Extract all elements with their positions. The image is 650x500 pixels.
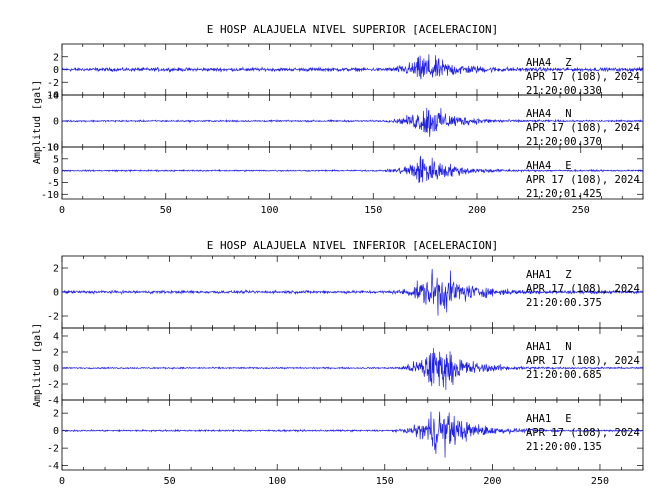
- y-tick-label: -10: [41, 143, 59, 154]
- x-tick-label: 250: [591, 476, 609, 487]
- waveform-trace: [61, 348, 644, 391]
- x-tick-label: 0: [59, 205, 65, 216]
- y-tick-label: -4: [47, 396, 59, 407]
- x-tick-label: 200: [468, 205, 486, 216]
- y-tick-label: -2: [47, 444, 59, 455]
- chart-title: E HOSP ALAJUELA NIVEL SUPERIOR [ACELERAC…: [207, 23, 498, 36]
- x-tick-label: 0: [59, 476, 65, 487]
- station-code: AHA4: [526, 160, 551, 172]
- x-tick-label: 50: [164, 476, 176, 487]
- component-code: Z: [565, 57, 571, 69]
- x-tick-label: 150: [376, 476, 394, 487]
- station-component-label: AHA1 E: [526, 413, 572, 425]
- station-component-label: AHA4 Z: [526, 57, 572, 69]
- trace-panel-aha1-n: 4 2 0 -2 -4 AHA1 N APR 17 (108), 2024 21:20:00.6…: [47, 327, 644, 407]
- station-code: AHA4: [526, 108, 551, 120]
- y-tick-label: -2: [47, 78, 59, 89]
- y-tick-label: 0: [53, 117, 59, 128]
- y-tick-label: -2: [47, 380, 59, 391]
- station-code: AHA1: [526, 413, 551, 425]
- x-tick-label: 150: [364, 205, 382, 216]
- station-component-label: AHA4 E: [526, 160, 572, 172]
- station-code: AHA1: [526, 269, 551, 281]
- station-code: AHA1: [526, 341, 551, 353]
- record-date: APR 17 (108), 2024: [526, 122, 640, 134]
- y-tick-label: -2: [47, 312, 59, 323]
- record-time: 21:20:00.330: [526, 85, 602, 97]
- record-date: APR 17 (108), 2024: [526, 174, 640, 186]
- x-tick-label: 100: [260, 205, 278, 216]
- x-tick-label: 250: [572, 205, 590, 216]
- chart-title: E HOSP ALAJUELA NIVEL INFERIOR [ACELERAC…: [207, 239, 498, 252]
- y-axis-label: Amplitud [gal]: [32, 323, 43, 407]
- station-component-label: AHA4 N: [526, 108, 572, 120]
- trace-panel-aha4-z: 2 0 -2 -4 AHA4 Z APR 17 (108), 2024 21:20:00.33…: [47, 43, 644, 102]
- y-tick-label: 0: [53, 166, 59, 177]
- record-time: 21:20:00.135: [526, 441, 602, 453]
- y-tick-label: 0: [53, 364, 59, 375]
- y-tick-label: 4: [53, 332, 59, 343]
- record-time: 21:20:01.425: [526, 188, 602, 200]
- chart-inferior: E HOSP ALAJUELA NIVEL INFERIOR [ACELERAC…: [32, 239, 644, 487]
- y-tick-label: -5: [47, 178, 59, 189]
- y-tick-label: 5: [53, 154, 59, 165]
- trace-panel-aha1-z: 2 0 -2 AHA1 Z APR 17 (108), 2024 21:20:00.375: [47, 255, 644, 329]
- station-code: AHA4: [526, 57, 551, 69]
- waveform-trace: [61, 54, 644, 80]
- trace-panel-aha4-n: 10 0 -10 AHA4 N APR 17 (108), 2024 21:20:00.37…: [41, 91, 644, 154]
- y-tick-label: 2: [53, 264, 59, 275]
- y-tick-label: -4: [47, 91, 59, 102]
- x-tick-label: 100: [268, 476, 286, 487]
- component-code: N: [565, 341, 571, 353]
- component-code: E: [565, 413, 571, 425]
- record-date: APR 17 (108), 2024: [526, 427, 640, 439]
- component-code: E: [565, 160, 571, 172]
- y-tick-label: 2: [53, 409, 59, 420]
- y-tick-label: -10: [41, 190, 59, 201]
- waveform-trace: [61, 155, 643, 184]
- component-code: Z: [565, 269, 571, 281]
- record-time: 21:20:00.370: [526, 136, 602, 148]
- waveform-trace: [61, 411, 644, 458]
- y-tick-label: 2: [53, 52, 59, 63]
- y-tick-label: 2: [53, 348, 59, 359]
- y-tick-label: 0: [53, 426, 59, 437]
- waveform-trace: [61, 107, 644, 137]
- chart-superior: E HOSP ALAJUELA NIVEL SUPERIOR [ACELERAC…: [32, 23, 644, 216]
- station-component-label: AHA1 Z: [526, 269, 572, 281]
- record-time: 21:20:00.375: [526, 297, 602, 309]
- x-tick-label: 50: [160, 205, 172, 216]
- record-date: APR 17 (108), 2024: [526, 71, 640, 83]
- y-tick-label: -4: [47, 461, 59, 472]
- y-tick-label: 10: [47, 91, 59, 102]
- x-tick-label: 200: [483, 476, 501, 487]
- record-date: APR 17 (108), 2024: [526, 283, 640, 295]
- y-tick-label: 0: [53, 288, 59, 299]
- y-axis-label: Amplitud [gal]: [32, 80, 43, 164]
- trace-panel-aha1-e: 2 0 -2 -4 AHA1 E APR 17 (108), 2024 21:20:00.13…: [47, 399, 644, 472]
- station-component-label: AHA1 N: [526, 341, 572, 353]
- panel-frame: [61, 399, 644, 471]
- record-date: APR 17 (108), 2024: [526, 355, 640, 367]
- y-tick-label: 0: [53, 65, 59, 76]
- component-code: N: [565, 108, 571, 120]
- record-time: 21:20:00.685: [526, 369, 602, 381]
- waveform-trace: [61, 268, 644, 316]
- y-tick-label: 10: [47, 143, 59, 154]
